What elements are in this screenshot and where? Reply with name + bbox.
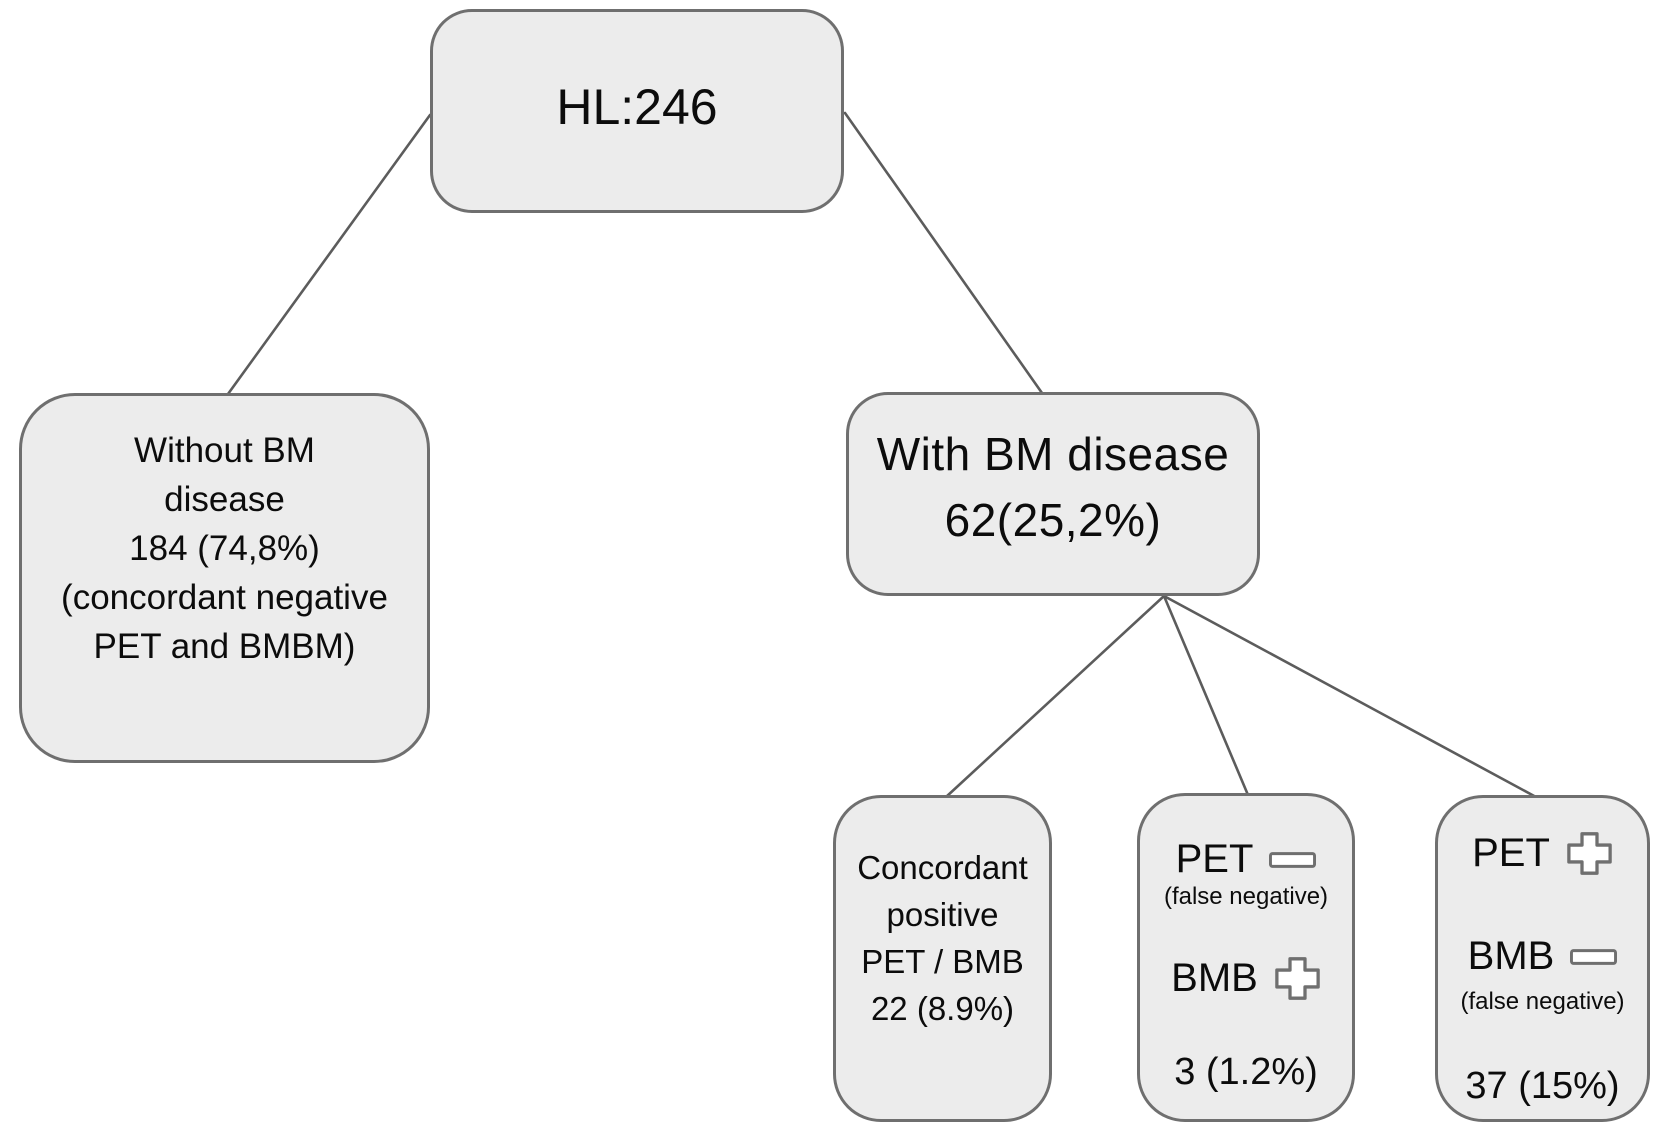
edge-root-to-without-bm [226, 113, 432, 396]
edge-root-to-with-bm [843, 111, 1044, 395]
pet-row: PET [1176, 836, 1317, 883]
node-hl-total-label: HL:246 [556, 79, 718, 135]
node-without-bm-line: Without BM [134, 430, 315, 470]
node-without-bm-disease: Without BM disease 184 (74,8%) (concorda… [19, 393, 430, 763]
minus-icon [1570, 948, 1618, 965]
pet-label: PET [1472, 831, 1550, 875]
node-with-bm-disease: With BM disease 62(25,2%) [846, 392, 1260, 596]
bmb-row: BMB [1171, 955, 1321, 1002]
edge-with-bm-to-concordant [944, 594, 1166, 799]
edge-with-bm-to-pet-pos [1162, 594, 1538, 799]
node-pet-negative-bmb-positive: PET (false negative) BMB 3 (1.2%) [1137, 793, 1355, 1122]
node-count: 37 (15%) [1465, 1065, 1620, 1107]
plus-icon [1567, 832, 1612, 875]
node-hl-total: HL:246 [430, 9, 844, 213]
node-concordant-line: Concordant [857, 848, 1028, 886]
node-without-bm-line: PET and BMBM) [93, 626, 356, 666]
node-concordant-positive: Concordant positive PET / BMB 22 (8.9%) [833, 795, 1052, 1122]
bmb-label: BMB [1171, 956, 1258, 1000]
node-without-bm-line: 184 (74,8%) [129, 528, 320, 568]
false-negative-note: (false negative) [1163, 883, 1329, 910]
node-with-bm-line: With BM disease [876, 428, 1230, 480]
pet-row: PET [1472, 830, 1613, 877]
false-negative-note: (false negative) [1460, 988, 1625, 1015]
node-count: 3 (1.2%) [1174, 1051, 1318, 1093]
node-without-bm-line: (concordant negative [61, 577, 388, 617]
bmb-label: BMB [1467, 934, 1555, 978]
node-pet-positive-bmb-negative: PET BMB (false negative) 37 (15%) [1435, 795, 1650, 1122]
pet-label: PET [1175, 837, 1254, 881]
plus-icon [1275, 957, 1320, 1000]
bmb-row: BMB [1468, 933, 1618, 980]
node-concordant-line: positive [886, 895, 999, 933]
node-concordant-line: PET / BMB [861, 942, 1024, 980]
node-with-bm-line: 62(25,2%) [944, 494, 1162, 546]
node-without-bm-line: disease [164, 479, 285, 519]
minus-icon [1269, 851, 1317, 868]
edge-with-bm-to-pet-neg [1162, 594, 1250, 797]
node-concordant-line: 22 (8.9%) [870, 989, 1015, 1027]
